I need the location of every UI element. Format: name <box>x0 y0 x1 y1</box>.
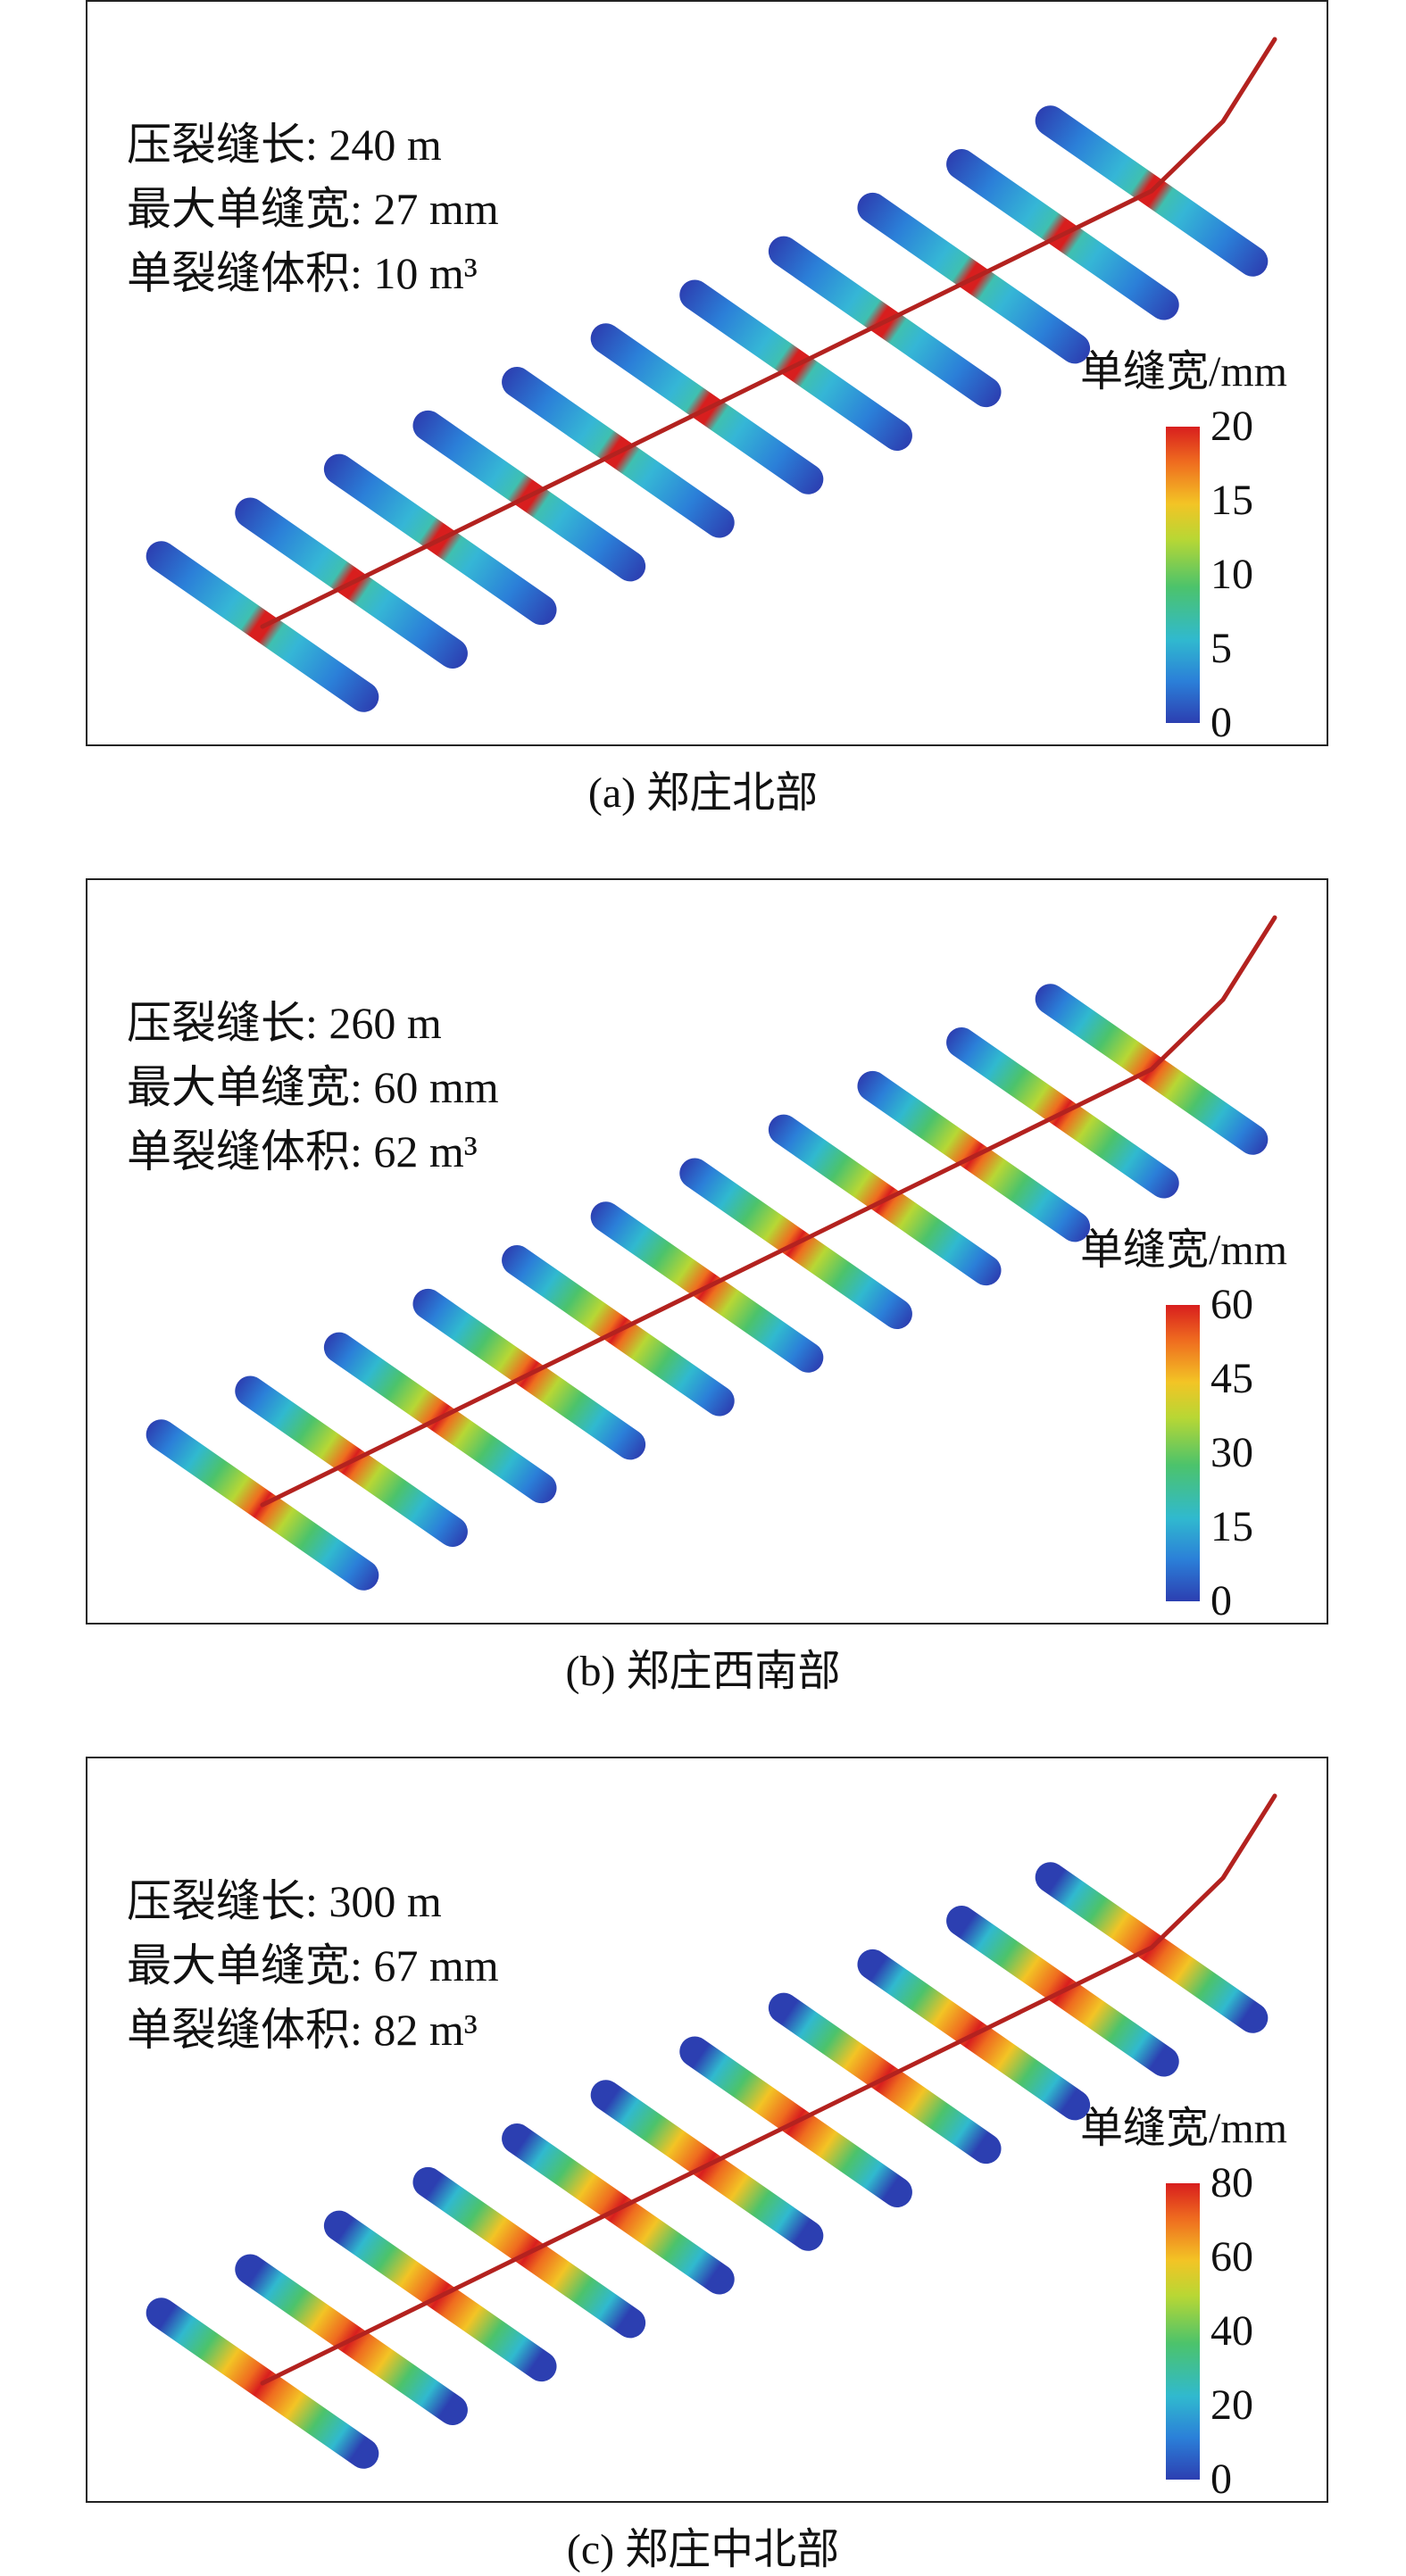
panel-b-volume: 单裂缝体积: 62 m³ <box>127 1126 478 1176</box>
panel-a-colorbar <box>1166 427 1200 723</box>
wellbore-line <box>260 915 1277 1508</box>
panel-b-tick: 15 <box>1210 1503 1253 1550</box>
panel-a-tick: 15 <box>1210 477 1253 524</box>
panel-c-tick: 60 <box>1210 2233 1253 2281</box>
panel-c-fracture-length: 压裂缝长: 300 m <box>127 1876 442 1926</box>
panel-c-tick: 20 <box>1210 2381 1253 2429</box>
panel-c-tick: 80 <box>1210 2159 1253 2206</box>
panel-c-fracture-render <box>146 1793 1277 2469</box>
panel-b-tick: 30 <box>1210 1429 1253 1476</box>
panel-b-colorbar <box>1166 1305 1200 1601</box>
panel-a-info: 压裂缝长: 240 m 最大单缝宽: 27 mm 单裂缝体积: 10 m³ <box>127 112 499 305</box>
panel-b-caption: (b) 郑庄西南部 <box>565 1648 841 1695</box>
panel-c-legend-title: 单缝宽/mm <box>1080 2105 1288 2152</box>
panel-b-fracture-render <box>146 915 1277 1591</box>
panel-b-max-width: 最大单缝宽: 60 mm <box>127 1062 499 1112</box>
panel-c-colorbar <box>1166 2183 1200 2480</box>
panel-a-frame: 压裂缝长: 240 m 最大单缝宽: 27 mm 单裂缝体积: 10 m³ 单缝… <box>86 0 1328 746</box>
panel-a-tick: 20 <box>1210 403 1253 450</box>
panel-a-tick: 10 <box>1210 551 1253 598</box>
panel-b-tick: 45 <box>1210 1355 1253 1402</box>
panel-b-legend-title: 单缝宽/mm <box>1080 1226 1288 1274</box>
panel-a-max-width: 最大单缝宽: 27 mm <box>127 184 499 234</box>
panel-b-fracture-length: 压裂缝长: 260 m <box>127 998 442 1048</box>
panel-c-tick: 0 <box>1210 2456 1232 2503</box>
panel-c-max-width: 最大单缝宽: 67 mm <box>127 1940 499 1990</box>
panel-c-frame: 压裂缝长: 300 m 最大单缝宽: 67 mm 单裂缝体积: 82 m³ 单缝… <box>86 1757 1328 2503</box>
panel-a-tick: 0 <box>1210 699 1232 746</box>
panel-a-volume: 单裂缝体积: 10 m³ <box>127 248 478 298</box>
panel-a-tick: 5 <box>1210 625 1232 672</box>
panel-b-frame: 压裂缝长: 260 m 最大单缝宽: 60 mm 单裂缝体积: 62 m³ 单缝… <box>86 878 1328 1625</box>
panel-c-tick: 40 <box>1210 2307 1253 2355</box>
panel-a-fracture-length: 压裂缝长: 240 m <box>127 120 442 170</box>
wellbore-line <box>260 37 1277 629</box>
panel-c-volume: 单裂缝体积: 82 m³ <box>127 2005 478 2055</box>
panel-b-tick: 60 <box>1210 1281 1253 1328</box>
panel-b-tick: 0 <box>1210 1577 1232 1625</box>
panel-a-caption: (a) 郑庄北部 <box>587 769 819 817</box>
panel-c-info: 压裂缝长: 300 m 最大单缝宽: 67 mm 单裂缝体积: 82 m³ <box>127 1869 499 2062</box>
panel-c-caption: (c) 郑庄中北部 <box>566 2526 840 2573</box>
panel-a-legend-title: 单缝宽/mm <box>1080 348 1288 395</box>
panel-a-fracture-render <box>146 37 1277 712</box>
wellbore-line <box>260 1793 1277 2386</box>
panel-b-info: 压裂缝长: 260 m 最大单缝宽: 60 mm 单裂缝体积: 62 m³ <box>127 991 499 1184</box>
